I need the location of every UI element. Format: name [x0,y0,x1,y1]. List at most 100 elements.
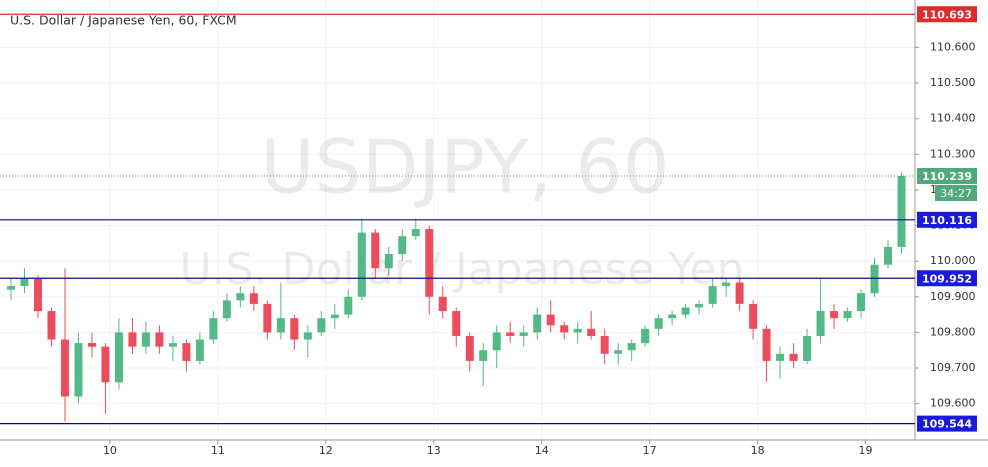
candle-body [533,314,542,333]
y-tick-label: 109.700 [930,361,976,374]
candle-body [479,350,488,361]
candle-body [33,278,42,312]
x-tick-label: 19 [859,444,873,457]
candle-body [627,343,636,351]
candle-body [573,328,582,333]
x-tick-label: 18 [751,444,765,457]
candle-body [128,332,137,347]
candle-body [816,311,825,336]
candle-body [641,328,650,344]
candle-body [209,318,218,340]
candle-body [519,332,528,336]
y-tick-label: 110.500 [930,76,976,89]
level-label: 110.116 [922,214,972,227]
candle-body [870,264,879,294]
candle-body [762,328,771,361]
candle-body [222,300,231,319]
level-label: 109.544 [922,418,972,431]
candle-body [506,332,515,336]
x-tick-label: 17 [643,444,657,457]
countdown-label: 34:27 [940,187,972,200]
y-tick-label: 109.800 [930,325,976,338]
chart-title: U.S. Dollar / Japanese Yen, 60, FXCM [10,13,237,28]
candle-body [843,311,852,319]
candle-body [303,332,312,340]
candle-body [6,286,15,290]
candle-body [425,229,434,297]
candle-body [114,332,123,383]
candle-body [398,236,407,255]
candle-body [681,307,690,315]
x-tick-label: 14 [535,444,549,457]
candle-body [141,332,150,347]
candle-body [776,353,785,361]
level-label-box [917,6,977,23]
candle-body [330,314,339,319]
candle-body [897,176,906,247]
candle-body [263,303,272,333]
y-tick-label: 109.600 [930,397,976,410]
candle-body [74,343,83,397]
countdown-box [935,185,977,201]
candle-body [695,303,704,308]
watermark-subtitle: U.S. Dollar / Japanese Yen [180,244,745,295]
candle-body [195,339,204,361]
candle-body [452,311,461,336]
candle-body [789,353,798,361]
x-tick-label: 11 [211,444,225,457]
candle-body [600,335,609,354]
x-tick-label: 13 [427,444,441,457]
y-tick-label: 109.900 [930,290,976,303]
candle-body [182,343,191,361]
candle-body [735,282,744,304]
candle-body [357,232,366,297]
candle-body [411,229,420,237]
level-label-box [917,211,977,228]
candle-body [249,293,258,304]
candle-body [344,296,353,315]
candle-body [101,346,110,383]
candle-body [708,286,717,304]
candle-body [722,282,731,287]
candle-body [290,318,299,340]
level-label: 109.952 [922,272,972,285]
candle-body [803,335,812,361]
level-label: 110.693 [922,8,972,21]
candle-body [546,314,555,326]
candle-body [587,328,596,336]
level-label-box [917,415,977,432]
x-tick-label: 12 [319,444,333,457]
y-tick-label: 110.400 [930,112,976,125]
candle-body [168,343,177,347]
candle-body [317,318,326,333]
candle-body [830,311,839,319]
y-tick-label: 110.000 [930,254,976,267]
level-label-box [917,270,977,287]
candle-body [384,254,393,269]
candle-body [614,350,623,354]
candle-body [155,332,164,347]
candle-body [560,325,569,333]
candle-body [749,303,758,329]
last-price-label: 110.239 [922,170,972,183]
watermark: USDJPY, 60 [260,125,669,211]
candle-body [87,343,96,347]
candle-body [884,246,893,265]
candle-body [438,296,447,312]
y-tick-label: 110.300 [930,147,976,160]
candle-body [857,293,866,312]
candle-body [236,293,245,301]
candle-body [654,318,663,329]
x-tick-label: 10 [103,444,117,457]
y-tick-label: 110.600 [930,40,976,53]
candle-body [465,335,474,361]
candle-body [60,339,69,397]
candle-body [371,232,380,269]
candle-body [668,314,677,319]
candle-body [276,318,285,333]
candle-body [20,278,29,287]
last-price-box [917,168,977,184]
candle-body [492,332,501,351]
